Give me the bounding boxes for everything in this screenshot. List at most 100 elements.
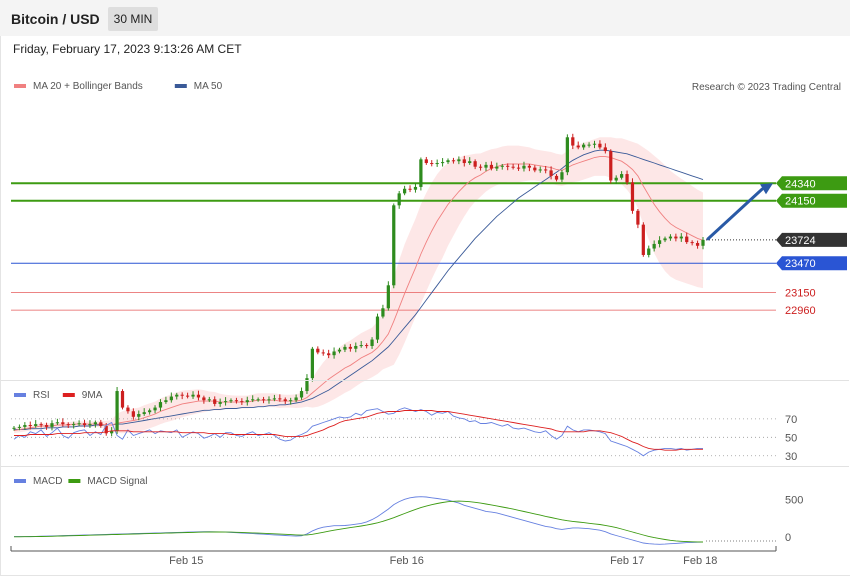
candle-body — [12, 427, 16, 429]
candle-body — [23, 425, 27, 427]
candle-body — [348, 346, 352, 349]
candle-body — [34, 424, 38, 426]
candle-body — [625, 174, 629, 183]
candle-body — [576, 145, 580, 148]
legend-swatch-1 — [174, 84, 187, 88]
candle-body — [685, 236, 689, 243]
legend-swatch-1 — [62, 393, 75, 397]
macd-signal-line — [14, 500, 704, 543]
candle-body — [343, 346, 347, 350]
candle-body — [690, 242, 694, 244]
candle-body — [402, 188, 407, 194]
candle-body — [55, 422, 60, 424]
candle-body — [598, 143, 602, 148]
candle-body — [609, 151, 613, 181]
timeframe-badge[interactable]: 30 MIN — [108, 7, 158, 31]
candle-body — [565, 137, 569, 173]
price-pane: MA 20 + Bollinger Bands MA 50 Research © 2… — [1, 81, 849, 437]
candle-body — [39, 424, 43, 426]
candle-body — [473, 161, 477, 167]
candle-body — [533, 167, 537, 171]
candle-body — [663, 238, 667, 241]
legend-label-0: RSI — [33, 390, 50, 401]
macd-line — [14, 496, 704, 545]
candle-body — [679, 236, 683, 239]
candle-body — [478, 166, 483, 168]
candle-body — [440, 162, 445, 164]
candle-body — [321, 352, 325, 354]
candle-body — [196, 394, 201, 398]
candle-body — [17, 426, 22, 428]
candle-body — [28, 425, 32, 427]
candle-body — [652, 243, 656, 249]
candle-body — [142, 412, 146, 415]
candle-body — [104, 425, 108, 434]
candle-body — [647, 248, 651, 255]
instrument-title: Bitcoin / USD — [11, 11, 100, 27]
rsi-tick-30: 30 — [785, 451, 797, 463]
candle-body — [462, 159, 466, 164]
source-credit: Research © 2023 Trading Central — [692, 82, 841, 93]
candle-body — [386, 285, 390, 309]
candle-body — [365, 345, 369, 347]
candle-body — [468, 161, 472, 164]
candle-body — [668, 236, 673, 239]
candle-body — [278, 398, 282, 400]
candle-body — [560, 172, 564, 180]
candle-body — [500, 165, 504, 167]
candle-body — [419, 159, 423, 187]
level-label-23150: 23150 — [785, 288, 816, 300]
candle-body — [305, 378, 309, 392]
candle-body — [153, 407, 157, 411]
candle-body — [587, 144, 591, 146]
candle-body — [82, 423, 87, 426]
candle-body — [50, 423, 54, 427]
title-bar: Bitcoin / USD 30 MIN — [0, 0, 850, 36]
candle-body — [424, 159, 428, 164]
candle-body — [614, 177, 618, 181]
candle-body — [554, 175, 559, 180]
candle-body — [158, 402, 163, 408]
candle-body — [77, 423, 81, 425]
candle-body — [207, 399, 211, 401]
candle-body — [489, 164, 494, 169]
candle-body — [630, 182, 635, 211]
x-axis-line — [10, 546, 777, 552]
macd-pane: MACD MACD Signal 500 0 — [14, 476, 803, 545]
x-tick-Feb-15: Feb 15 — [169, 555, 203, 567]
candle-body — [636, 210, 640, 225]
candle-body — [408, 188, 412, 190]
candle-body — [397, 193, 401, 206]
candle-body — [430, 163, 434, 165]
x-tick-Feb-17: Feb 17 — [610, 555, 644, 567]
level-tag-24340 — [776, 176, 847, 191]
candle-body — [223, 401, 228, 403]
rsi-tick-70: 70 — [785, 414, 797, 426]
bollinger-band — [14, 137, 703, 434]
candle-body — [169, 396, 173, 401]
candle-body — [695, 243, 700, 246]
macd-tick-0: 0 — [785, 532, 791, 544]
candle-body — [44, 425, 49, 427]
candle-body — [327, 353, 331, 356]
candle-body — [131, 411, 135, 417]
candle-body — [218, 402, 222, 404]
candle-body — [484, 164, 488, 168]
candle-body — [283, 399, 287, 402]
candle-body — [603, 147, 607, 152]
candle-body — [110, 430, 114, 434]
candle-body — [641, 224, 645, 255]
candle-body — [446, 160, 450, 163]
legend-swatch-0 — [14, 84, 26, 88]
legend-swatch-1 — [68, 479, 81, 483]
candle-body — [354, 345, 358, 349]
rsi-pane: RSI 9MA 70 50 30 — [1, 390, 849, 467]
candle-body — [451, 160, 456, 162]
candle-body — [245, 400, 249, 403]
candle-body — [234, 400, 239, 402]
candle-body — [495, 166, 499, 169]
candle-body — [527, 165, 532, 168]
candle-body — [240, 401, 244, 403]
candle-body — [61, 422, 65, 425]
